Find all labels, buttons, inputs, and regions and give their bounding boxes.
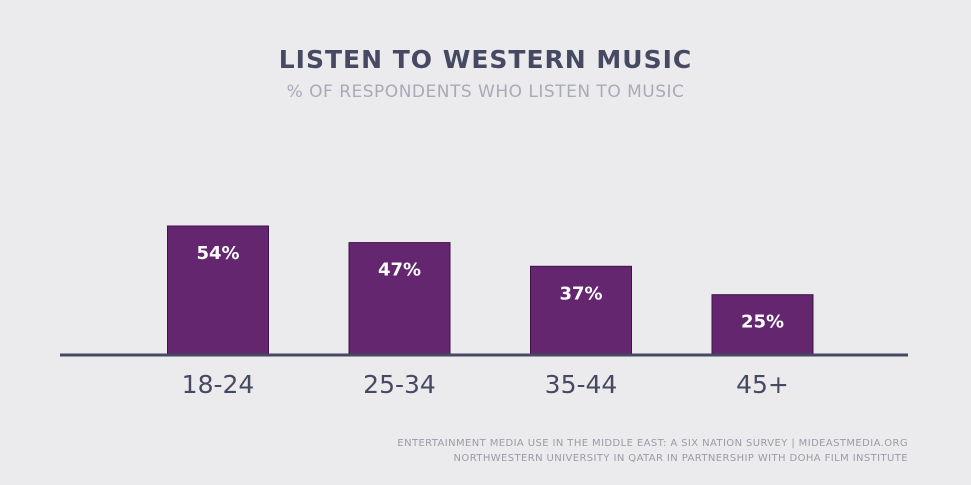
x-tick-label-45+: 45+ bbox=[736, 370, 789, 399]
data-label-18-24: 54% bbox=[196, 243, 239, 264]
data-label-35-44: 37% bbox=[559, 283, 602, 304]
x-tick-label-25-34: 25-34 bbox=[363, 370, 436, 399]
data-label-25-34: 47% bbox=[378, 260, 421, 281]
source-line-2: NORTHWESTERN UNIVERSITY IN QATAR IN PART… bbox=[453, 453, 908, 464]
data-label-45+: 25% bbox=[741, 312, 784, 333]
bar-18-24 bbox=[167, 225, 269, 355]
chart-title: LISTEN TO WESTERN MUSIC bbox=[278, 45, 693, 74]
source-line-1: ENTERTAINMENT MEDIA USE IN THE MIDDLE EA… bbox=[397, 438, 908, 449]
x-tick-label-18-24: 18-24 bbox=[182, 370, 255, 399]
chart-subtitle: % OF RESPONDENTS WHO LISTEN TO MUSIC bbox=[286, 82, 685, 102]
bar-35-44 bbox=[530, 265, 632, 355]
x-tick-label-35-44: 35-44 bbox=[545, 370, 618, 399]
bar-25-34 bbox=[348, 242, 451, 355]
